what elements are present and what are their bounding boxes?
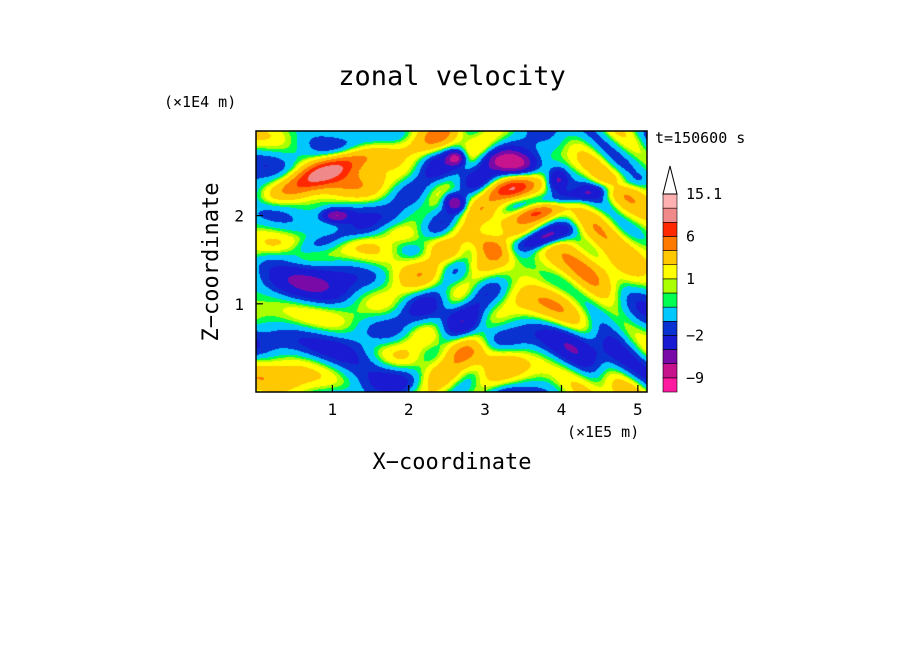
colorbar-label: 6 (686, 227, 695, 245)
colorbar-swatch (662, 363, 678, 379)
colorbar-label: −9 (686, 369, 704, 387)
colorbar-swatch (662, 320, 678, 336)
field-image (256, 131, 647, 392)
colorbar-swatch (662, 278, 678, 294)
x-tick-label: 2 (404, 400, 414, 419)
time-label: t=150600 s (655, 129, 745, 147)
y-tick-label: 1 (234, 295, 244, 314)
colorbar-swatch (662, 193, 678, 209)
x-axis: 1 2 3 4 5 (328, 385, 643, 419)
colorbar-swatch (662, 207, 678, 223)
heatmap-field (256, 131, 647, 392)
x-scale-label: (×1E5 m) (567, 423, 639, 441)
x-tick-label: 5 (633, 400, 643, 419)
colorbar-swatch (662, 250, 678, 266)
colorbar-swatch (662, 377, 678, 393)
y-axis: 12 (234, 207, 263, 314)
y-tick-label: 2 (234, 207, 244, 226)
y-scale-label: (×1E4 m) (164, 93, 236, 111)
colorbar-swatch (662, 306, 678, 322)
colorbar-swatch (662, 292, 678, 308)
colorbar-label: 15.1 (686, 185, 722, 203)
chart-title: zonal velocity (338, 61, 566, 92)
colorbar-swatch (662, 236, 678, 251)
colorbar-extend-arrow (662, 165, 678, 195)
x-tick-label: 3 (480, 400, 490, 419)
colorbar-swatch (662, 349, 678, 365)
colorbar-swatch (662, 221, 678, 237)
plot-frame (255, 130, 648, 393)
colorbar-label: −2 (686, 326, 704, 344)
colorbar: 15.1 6 1 −2 −9 (662, 165, 722, 393)
x-tick-label: 4 (557, 400, 567, 419)
colorbar-swatch (662, 264, 678, 280)
colorbar-swatch (662, 335, 678, 350)
y-axis-label: Z−coordinate (199, 183, 224, 342)
colorbar-label: 1 (686, 270, 695, 288)
x-axis-label: X−coordinate (373, 450, 532, 475)
x-tick-label: 1 (328, 400, 338, 419)
